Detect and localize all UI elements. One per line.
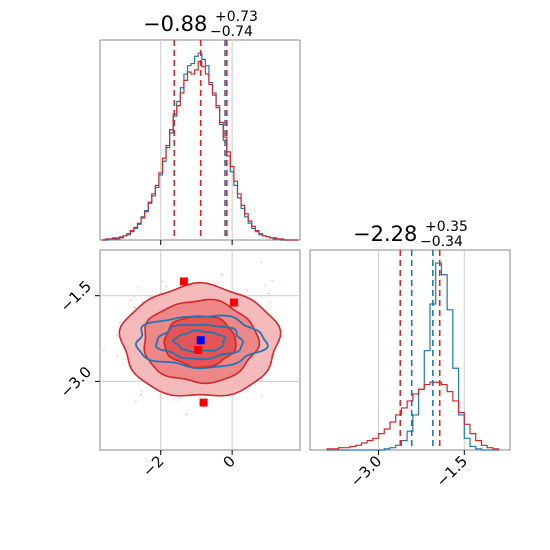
panel-joint-y-ticks: −1.5 −3.0 bbox=[57, 277, 100, 401]
sample-point bbox=[175, 399, 177, 402]
panel-2-grid bbox=[378, 250, 465, 450]
contour-blue-level-0 bbox=[134, 314, 269, 370]
panel-1-grid bbox=[160, 40, 233, 245]
sample-point bbox=[134, 306, 136, 309]
panel-1-quantile-lines bbox=[173, 40, 228, 240]
sample-point bbox=[188, 461, 190, 463]
panel-joint-x-ticks: −2 0 bbox=[139, 450, 239, 480]
panel-1-title-sub: −0.74 bbox=[210, 24, 253, 40]
panel-2-title-sup: +0.35 bbox=[425, 219, 468, 235]
y-tick-label: −1.5 bbox=[57, 277, 95, 315]
panel-joint-markers bbox=[179, 277, 238, 407]
sample-point bbox=[260, 395, 263, 398]
panel-2-title-sub: −0.34 bbox=[420, 234, 463, 250]
sample-point bbox=[179, 397, 182, 400]
x-tick-label: −2 bbox=[139, 452, 167, 480]
marker-2 bbox=[199, 398, 208, 407]
sample-point bbox=[260, 261, 263, 264]
y-tick-label: −3.0 bbox=[57, 363, 95, 401]
panel-2-quantile-lines bbox=[399, 250, 441, 450]
sample-point bbox=[185, 413, 188, 416]
panel-joint: −2 0 −1.5 −3.0 bbox=[34, 249, 331, 480]
panel-2-frame bbox=[309, 249, 511, 451]
panel-1-title-main: −0.88 bbox=[143, 12, 207, 36]
panel-joint-frame bbox=[99, 249, 301, 451]
sample-point bbox=[141, 301, 144, 303]
sample-point bbox=[269, 301, 271, 304]
sample-point bbox=[149, 295, 151, 298]
sample-point bbox=[165, 285, 168, 288]
contour-blue-level-1 bbox=[155, 323, 244, 361]
x-tick-label: −3.0 bbox=[347, 452, 385, 490]
sample-point bbox=[137, 286, 140, 289]
panel-1-title: −0.88 +0.73 −0.74 bbox=[143, 2, 265, 40]
panel-marginal-2: −3.0 −1.5 −2.28 +0.35 −0.34 bbox=[309, 212, 511, 491]
panel-marginal-1: −0.88 +0.73 −0.74 bbox=[99, 2, 301, 245]
contour-blue-level-2 bbox=[172, 329, 227, 353]
x-tick-label: −1.5 bbox=[433, 452, 471, 490]
sample-point bbox=[246, 390, 249, 393]
histogram-series-1 bbox=[326, 381, 500, 450]
sample-point bbox=[161, 280, 164, 283]
panel-1-histograms bbox=[101, 52, 299, 241]
sample-point bbox=[129, 299, 132, 302]
sample-point bbox=[140, 389, 143, 392]
sample-point bbox=[245, 289, 248, 291]
marker-0 bbox=[179, 277, 188, 286]
sample-point bbox=[34, 306, 36, 308]
histogram-series-0 bbox=[327, 262, 499, 451]
sample-point bbox=[140, 393, 142, 396]
marker-4 bbox=[196, 336, 205, 345]
sample-point bbox=[118, 321, 121, 324]
sample-point bbox=[116, 355, 119, 357]
sample-point bbox=[264, 284, 267, 287]
panel-2-title-main: −2.28 bbox=[353, 222, 417, 246]
sample-point bbox=[221, 273, 223, 276]
marker-3 bbox=[194, 346, 203, 354]
x-tick-label: 0 bbox=[219, 452, 238, 471]
sample-point bbox=[159, 397, 162, 400]
sample-point bbox=[134, 400, 137, 403]
sample-point bbox=[133, 295, 136, 298]
sample-point bbox=[103, 348, 105, 351]
panel-2-histograms bbox=[326, 262, 500, 451]
marker-1 bbox=[229, 298, 238, 307]
sample-point bbox=[86, 354, 88, 356]
histogram-series-1 bbox=[101, 60, 299, 241]
sample-point bbox=[329, 340, 331, 342]
panel-1-title-sup: +0.73 bbox=[215, 9, 258, 25]
sample-point bbox=[271, 279, 273, 282]
sample-point bbox=[116, 334, 118, 337]
panel-2-x-ticks: −3.0 −1.5 bbox=[347, 450, 471, 491]
panel-2-title: −2.28 +0.35 −0.34 bbox=[353, 212, 475, 250]
sample-point bbox=[267, 292, 270, 295]
